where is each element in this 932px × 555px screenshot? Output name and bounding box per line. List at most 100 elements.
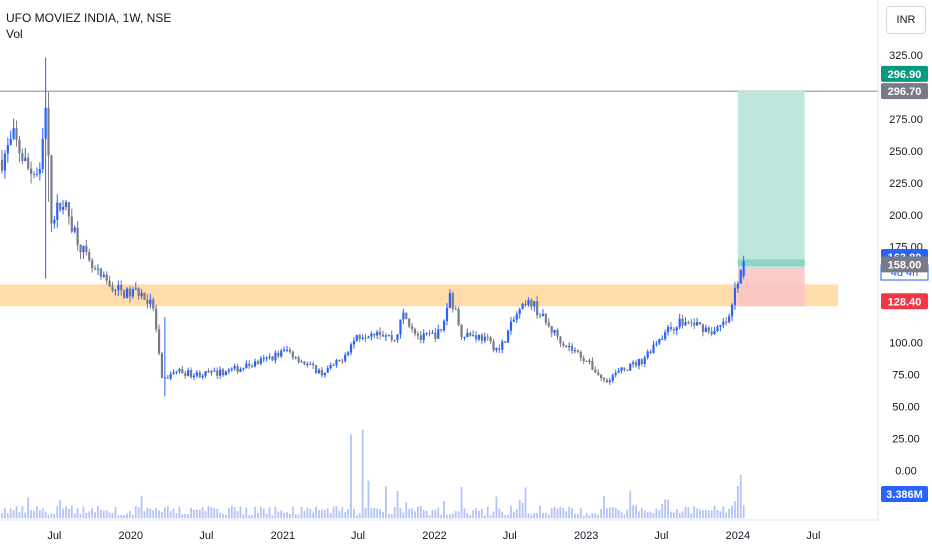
price-tick-label: 200.00 <box>889 210 923 222</box>
volume-bar <box>102 510 105 519</box>
time-tick-label: Jul <box>806 530 820 542</box>
volume-bar <box>149 508 152 519</box>
volume-bar <box>12 510 15 519</box>
volume-bar <box>56 506 59 519</box>
volume-bar <box>489 515 492 519</box>
volume-bar <box>65 506 67 519</box>
candle <box>102 274 105 277</box>
time-tick-label: 2020 <box>119 530 143 542</box>
volume-bar <box>582 515 585 519</box>
candle <box>486 336 489 338</box>
candle <box>323 372 326 376</box>
volume-bar <box>201 507 204 519</box>
volume-bar <box>280 510 283 519</box>
candle <box>498 348 501 350</box>
volume-bar <box>594 513 597 519</box>
candle <box>251 365 254 367</box>
candle <box>466 333 469 338</box>
candle <box>192 375 196 378</box>
candle <box>445 307 449 321</box>
volume-bar <box>4 507 6 519</box>
volume-bar <box>617 510 620 519</box>
volume-bar <box>321 509 323 519</box>
symbol-title[interactable]: UFO MOVIEZ INDIA, 1W, NSE <box>6 11 172 25</box>
volume-bar <box>140 495 143 519</box>
volume-bar <box>588 515 591 519</box>
time-axis-labels[interactable]: Jul 2020 Jul 2021 Jul 2022 Jul 2023 Jul 2024 Jul <box>47 530 820 542</box>
volume-bar <box>131 514 134 519</box>
candle <box>489 337 492 342</box>
candle <box>175 371 178 373</box>
candle <box>152 299 155 309</box>
volume-bar <box>466 512 469 519</box>
volume-bar <box>646 511 649 519</box>
volume-bar <box>219 512 222 519</box>
candle <box>358 334 361 339</box>
price-tick-label: 75.00 <box>892 370 920 382</box>
volume-bar <box>277 511 280 519</box>
volume-bar <box>99 509 102 519</box>
candle <box>579 351 582 359</box>
candle <box>306 363 309 365</box>
volume-bar <box>731 505 733 519</box>
volume-bar <box>15 506 18 519</box>
volume-bar <box>719 511 722 519</box>
volume-bar <box>67 508 70 519</box>
stop-zone <box>737 268 805 307</box>
volume-bar <box>635 505 637 519</box>
candle <box>454 308 457 310</box>
candle <box>570 345 574 351</box>
volume-bar <box>611 507 614 519</box>
volume-bar <box>370 508 373 519</box>
candle <box>29 168 33 174</box>
volume-bar <box>210 507 213 519</box>
volume-bar <box>291 506 294 519</box>
candle <box>236 366 239 372</box>
volume-bar <box>512 511 515 519</box>
volume-bar <box>440 514 443 519</box>
volume-bar <box>230 505 233 519</box>
volume-bar <box>79 514 82 519</box>
volume-bar <box>422 509 425 519</box>
candle <box>172 372 175 374</box>
candle <box>67 202 70 217</box>
volume-bar <box>353 508 355 519</box>
stop-price-badge: 128.40 <box>888 296 922 308</box>
volume-bar <box>123 515 126 519</box>
volume-bar <box>315 506 318 519</box>
candle <box>204 371 207 376</box>
volume-bar <box>172 508 175 519</box>
currency-button[interactable]: INR <box>886 6 926 34</box>
candle <box>710 331 713 335</box>
volume-bar <box>469 515 472 519</box>
volume-bar <box>675 509 678 519</box>
resistance-zone <box>0 284 838 307</box>
candle <box>390 335 393 340</box>
candle <box>725 321 728 323</box>
volume-indicator-label[interactable]: Vol <box>6 27 23 41</box>
candle <box>123 290 126 298</box>
volume-bar <box>161 511 163 519</box>
volume-bar <box>126 513 128 519</box>
volume-bar <box>649 511 652 519</box>
volume-bar <box>480 508 483 519</box>
candle <box>309 363 312 365</box>
candle <box>399 319 402 335</box>
candle <box>178 369 181 372</box>
candle <box>408 318 411 327</box>
candle <box>530 299 533 307</box>
volume-bar <box>326 508 329 519</box>
candle <box>492 341 495 351</box>
volume-bar <box>472 510 475 519</box>
volume-bar <box>318 510 320 519</box>
volume-bar <box>283 512 286 519</box>
volume-bar <box>146 507 149 519</box>
candle <box>268 356 271 358</box>
volume-bar <box>248 515 251 519</box>
candle <box>338 360 341 362</box>
candle <box>640 359 643 365</box>
candle <box>381 334 385 337</box>
volume-bar <box>225 514 227 519</box>
